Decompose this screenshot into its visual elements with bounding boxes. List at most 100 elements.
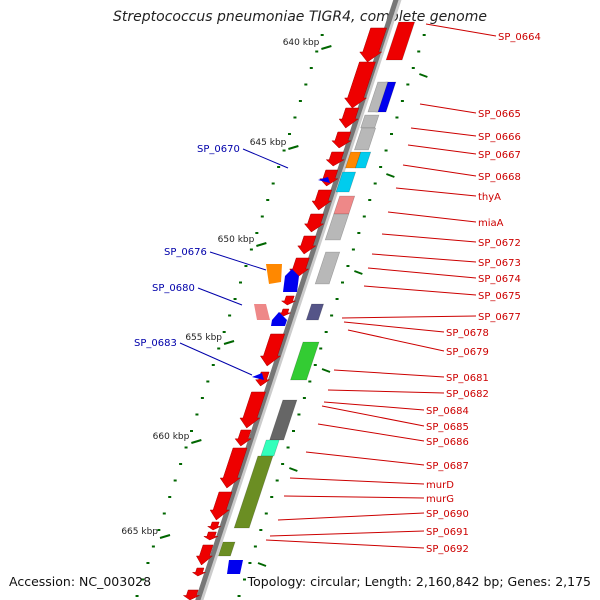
gene-label: SP_0665 xyxy=(478,109,521,120)
tick-dot-outer xyxy=(248,562,252,564)
label-leader-line xyxy=(265,539,425,549)
label-leader-line xyxy=(327,389,445,394)
reverse-gene-box xyxy=(266,264,282,284)
tick-dot-outer xyxy=(308,380,312,383)
label-leader-line xyxy=(395,187,477,197)
label-leader-line xyxy=(305,451,425,466)
label-leader-line xyxy=(333,369,445,378)
gene-label: SP_0692 xyxy=(426,544,469,555)
topology-text: Topology: circular; Length: 2,160,842 bp… xyxy=(247,574,591,589)
tick-dot-inner xyxy=(206,380,210,383)
tick-dot-inner xyxy=(255,232,259,234)
tick-dot-inner xyxy=(211,364,215,366)
tick-dot-inner xyxy=(233,298,237,300)
tick-dot-inner xyxy=(217,347,221,350)
forward-gene-arrow xyxy=(338,107,360,129)
tick-dot-outer xyxy=(346,265,350,267)
tick-dot-inner xyxy=(309,67,313,69)
tick-dot-inner xyxy=(244,265,248,267)
gene-label: murG xyxy=(426,494,454,505)
tick-dot-outer xyxy=(253,545,257,548)
label-leader-line xyxy=(387,211,477,223)
gene-category-box xyxy=(218,541,236,557)
label-leader-line xyxy=(242,148,289,169)
gene-label-left: SP_0683 xyxy=(134,338,177,349)
label-leader-line xyxy=(419,103,477,114)
gene-label: SP_0682 xyxy=(446,389,489,400)
gene-label: miaA xyxy=(478,218,504,229)
forward-gene-arrow xyxy=(195,544,214,566)
tick-dot-outer xyxy=(362,215,366,218)
reverse-gene-arrow xyxy=(271,312,287,326)
tick-dot-inner xyxy=(135,595,139,597)
label-leader-line xyxy=(407,144,477,155)
gene-category-box xyxy=(353,127,377,151)
gene-label: SP_0686 xyxy=(426,437,469,448)
gene-label: SP_0687 xyxy=(426,461,469,472)
gene-label: SP_0690 xyxy=(426,509,469,520)
gene-label: SP_0684 xyxy=(426,406,469,417)
outer-major-tick xyxy=(321,368,331,373)
gene-label: SP_0667 xyxy=(478,150,521,161)
gene-category-box xyxy=(385,21,416,61)
gene-label: SP_0675 xyxy=(478,291,521,302)
forward-gene-arrow xyxy=(297,235,317,255)
gene-category-box xyxy=(355,151,372,169)
kbp-tick-label: 645 kbp xyxy=(250,138,287,148)
tick-dot-outer xyxy=(379,166,383,168)
tick-dot-outer xyxy=(264,512,268,515)
gene-label: SP_0679 xyxy=(446,347,489,358)
label-leader-line xyxy=(410,127,477,137)
gene-label-left: SP_0680 xyxy=(152,283,195,294)
gene-category-box xyxy=(305,303,324,321)
label-leader-line xyxy=(381,233,477,243)
gene-label: SP_0673 xyxy=(478,258,521,269)
tick-dot-inner xyxy=(239,281,243,284)
tick-dot-outer xyxy=(357,232,361,234)
tick-dot-outer xyxy=(411,67,415,69)
tick-dot-inner xyxy=(195,413,199,416)
tick-dot-outer xyxy=(259,529,263,531)
tick-dot-outer xyxy=(237,595,241,597)
kbp-tick-label: 655 kbp xyxy=(185,333,222,343)
kbp-tick-label: 650 kbp xyxy=(218,235,255,245)
reverse-gene-arrow xyxy=(283,269,299,292)
forward-gene-arrow xyxy=(311,189,333,211)
forward-gene-arrow xyxy=(182,589,200,600)
forward-gene-arrow xyxy=(331,131,352,149)
gene-label: SP_0685 xyxy=(426,422,469,433)
outer-major-tick xyxy=(419,73,428,78)
forward-gene-arrow xyxy=(239,391,266,429)
gene-category-box xyxy=(233,455,274,529)
tick-dot-outer xyxy=(297,413,301,416)
label-leader-line xyxy=(289,477,425,485)
tick-dot-outer xyxy=(286,446,290,449)
tick-dot-inner xyxy=(162,512,166,515)
kbp-tick-label: 660 kbp xyxy=(153,432,190,442)
tick-dot-inner xyxy=(157,529,161,531)
tick-dot-inner xyxy=(140,578,144,581)
tick-dot-inner xyxy=(190,430,193,432)
label-leader-line xyxy=(347,329,445,352)
major-tick xyxy=(256,242,267,247)
major-tick xyxy=(223,340,235,345)
tick-dot-inner xyxy=(277,166,281,168)
label-leader-line xyxy=(343,321,445,333)
kbp-tick-label: 665 kbp xyxy=(121,527,158,537)
tick-dot-outer xyxy=(281,463,285,465)
tick-dot-inner xyxy=(146,562,150,564)
tick-dot-outer xyxy=(313,364,317,366)
label-leader-line xyxy=(341,315,477,319)
tick-dot-outer xyxy=(351,248,355,251)
gene-category-box xyxy=(333,195,356,215)
tick-dot-inner xyxy=(168,496,172,498)
label-leader-line xyxy=(425,23,497,37)
forward-gene-arrow xyxy=(359,27,388,63)
tick-dot-outer xyxy=(335,298,339,300)
gene-category-box xyxy=(269,399,298,441)
tick-dot-outer xyxy=(368,199,372,201)
label-leader-line xyxy=(323,401,425,411)
tick-dot-outer xyxy=(395,116,399,119)
gene-label: SP_0666 xyxy=(478,132,521,143)
